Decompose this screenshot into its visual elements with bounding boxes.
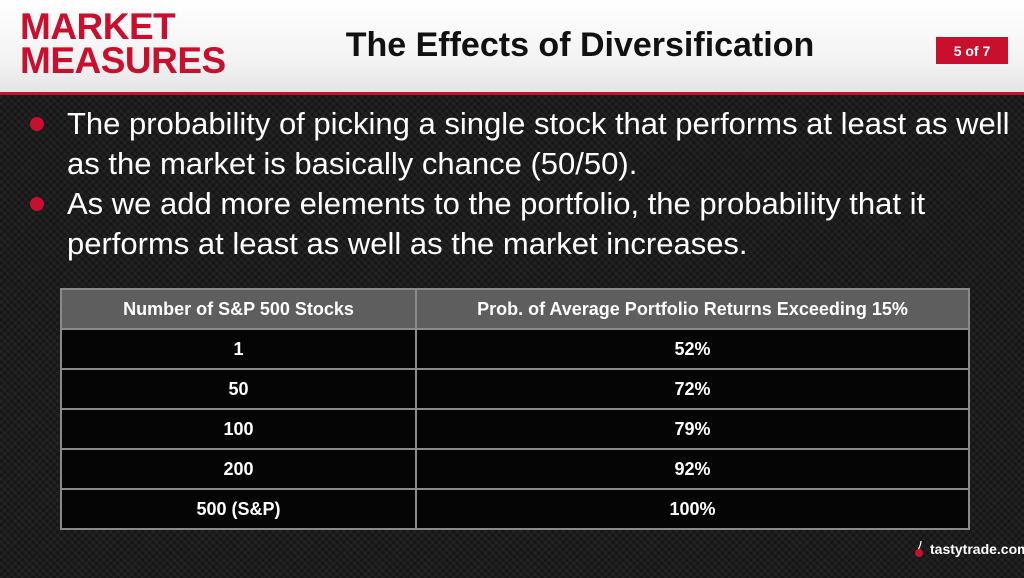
slide-header: MARKET MEASURES The Effects of Diversifi…: [0, 0, 1024, 92]
table-row: 50 72%: [60, 368, 970, 410]
bullet-list: The probability of picking a single stoc…: [30, 104, 1010, 264]
cell-probability: 72%: [415, 368, 970, 410]
bullet-item: The probability of picking a single stoc…: [30, 104, 1010, 184]
table-row: 500 (S&P) 100%: [60, 488, 970, 530]
cell-stocks: 200: [60, 448, 417, 490]
cell-probability: 92%: [415, 448, 970, 490]
column-header-stocks: Number of S&P 500 Stocks: [60, 288, 417, 330]
table-row: 100 79%: [60, 408, 970, 450]
logo-line-2: MEASURES: [20, 40, 226, 81]
tastytrade-logo: tastytrade.com: [915, 541, 1024, 557]
cell-probability: 100%: [415, 488, 970, 530]
cell-stocks: 1: [60, 328, 417, 370]
cell-stocks: 500 (S&P): [60, 488, 417, 530]
table-row: 200 92%: [60, 448, 970, 490]
header-divider: [0, 92, 1024, 95]
logo-line-1: MARKET: [20, 6, 176, 47]
column-header-probability: Prob. of Average Portfolio Returns Excee…: [415, 288, 970, 330]
cherry-icon: [915, 541, 923, 557]
diversification-table: Number of S&P 500 Stocks Prob. of Averag…: [60, 288, 970, 530]
slide-title: The Effects of Diversification: [345, 26, 815, 64]
table-row: 1 52%: [60, 328, 970, 370]
cell-probability: 79%: [415, 408, 970, 450]
bullet-text: As we add more elements to the portfolio…: [67, 186, 926, 261]
cell-stocks: 100: [60, 408, 417, 450]
footer-brand-text: tastytrade.com: [930, 541, 1024, 557]
page-indicator-badge: 5 of 7: [936, 37, 1008, 64]
bullet-item: As we add more elements to the portfolio…: [30, 184, 1010, 264]
cell-stocks: 50: [60, 368, 417, 410]
table-header-row: Number of S&P 500 Stocks Prob. of Averag…: [60, 288, 970, 330]
bullet-text: The probability of picking a single stoc…: [67, 106, 1010, 181]
cell-probability: 52%: [415, 328, 970, 370]
market-measures-logo: MARKET MEASURES: [20, 6, 226, 81]
bullet-dot-icon: [30, 197, 44, 211]
bullet-dot-icon: [30, 117, 44, 131]
